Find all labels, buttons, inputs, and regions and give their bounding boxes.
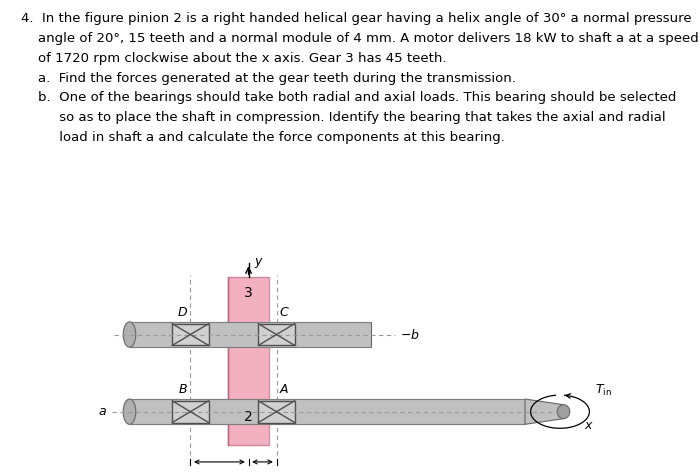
Text: $-b$: $-b$ (400, 327, 420, 342)
Ellipse shape (123, 399, 136, 424)
Text: b.  One of the bearings should take both radial and axial loads. This bearing sh: b. One of the bearings should take both … (21, 91, 676, 105)
Bar (172, 324, 209, 345)
Text: 4.  In the figure pinion 2 is a right handed helical gear having a helix angle o: 4. In the figure pinion 2 is a right han… (21, 12, 692, 25)
Text: $x$: $x$ (584, 419, 594, 432)
Text: $D$: $D$ (176, 306, 188, 319)
Text: 3: 3 (244, 286, 253, 300)
Bar (258, 324, 295, 345)
Text: $a$: $a$ (98, 405, 107, 418)
Bar (130, 322, 371, 347)
Text: 2: 2 (244, 410, 253, 424)
Bar (228, 277, 269, 445)
Bar (130, 399, 525, 424)
Bar (172, 401, 209, 422)
Polygon shape (525, 399, 564, 424)
Text: a.  Find the forces generated at the gear teeth during the transmission.: a. Find the forces generated at the gear… (21, 71, 516, 85)
Bar (258, 401, 295, 422)
Text: load in shaft a and calculate the force components at this bearing.: load in shaft a and calculate the force … (21, 131, 505, 144)
Text: $y$: $y$ (254, 255, 264, 270)
Ellipse shape (557, 405, 570, 419)
Ellipse shape (123, 322, 136, 347)
Text: of 1720 rpm clockwise about the x axis. Gear 3 has 45 teeth.: of 1720 rpm clockwise about the x axis. … (21, 52, 447, 65)
Text: $T_{\mathrm{in}}$: $T_{\mathrm{in}}$ (595, 383, 612, 398)
Text: so as to place the shaft in compression. Identify the bearing that takes the axi: so as to place the shaft in compression.… (21, 111, 666, 124)
Text: $B$: $B$ (178, 383, 188, 396)
Text: $A$: $A$ (279, 383, 290, 396)
Text: angle of 20°, 15 teeth and a normal module of 4 mm. A motor delivers 18 kW to sh: angle of 20°, 15 teeth and a normal modu… (21, 32, 699, 45)
Text: $C$: $C$ (279, 306, 290, 319)
